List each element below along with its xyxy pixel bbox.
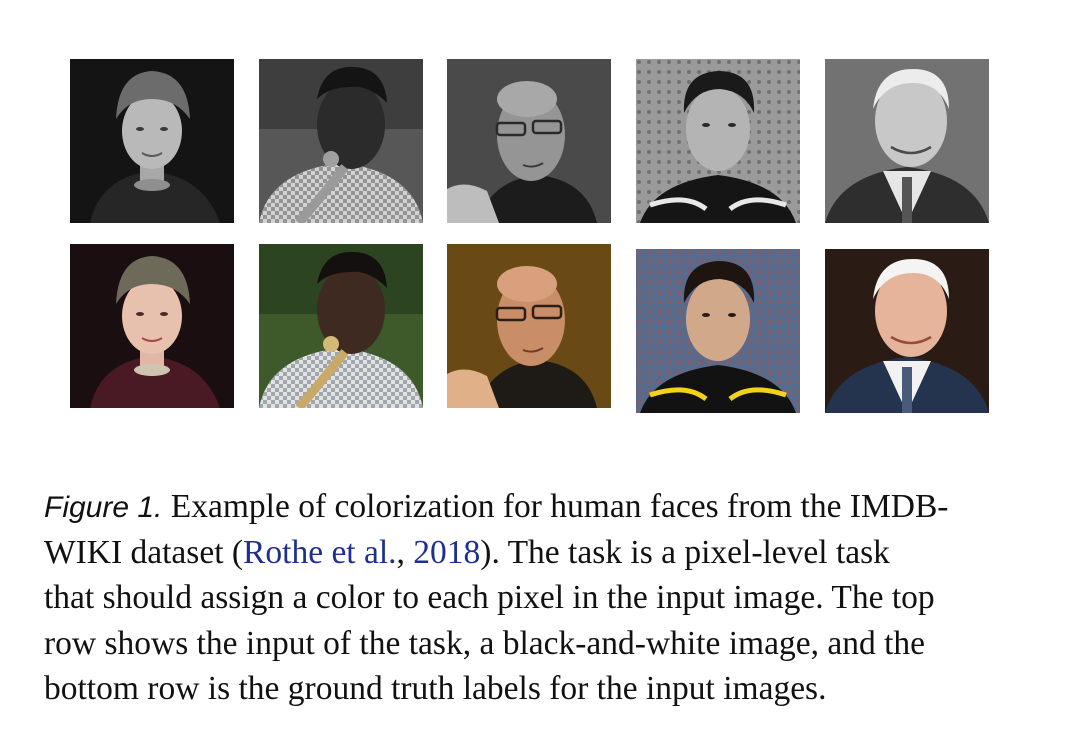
citation-author-link[interactable]: Rothe et al. [243, 533, 397, 571]
truth-photo-elderly-man [825, 249, 989, 413]
caption-line-3: that should assign a color to each pixel… [44, 579, 935, 616]
caption-line-2: WIKI dataset (Rothe et al., 2018). The t… [44, 530, 1034, 576]
input-photo-athlete [636, 59, 800, 223]
truth-photo-woman [70, 244, 234, 408]
input-photo-saxophonist [259, 59, 423, 223]
input-photo-bald-man [447, 59, 611, 223]
input-photo-woman [70, 59, 234, 223]
truth-photo-bald-man [447, 244, 611, 408]
figure-label: Figure 1. [44, 491, 163, 524]
caption-line-1: Figure 1. Example of colorization for hu… [44, 484, 1034, 530]
caption-line-5: bottom row is the ground truth labels fo… [44, 670, 827, 707]
caption-text-1: Example of colorization for human faces … [162, 488, 949, 525]
caption-text-2-pre: WIKI dataset ( [44, 533, 244, 571]
citation-separator: , [396, 533, 414, 571]
citation-year-link[interactable]: 2018 [413, 533, 481, 571]
caption-text-2-post: ). The task is a pixel-level task [480, 533, 890, 571]
figure-caption: Figure 1. Example of colorization for hu… [44, 484, 1034, 712]
caption-line-4: row shows the input of the task, a black… [44, 624, 925, 662]
truth-photo-saxophonist [259, 244, 423, 408]
input-photo-elderly-man [825, 59, 989, 223]
figure-image-grid [70, 59, 989, 413]
truth-photo-athlete [636, 249, 800, 413]
